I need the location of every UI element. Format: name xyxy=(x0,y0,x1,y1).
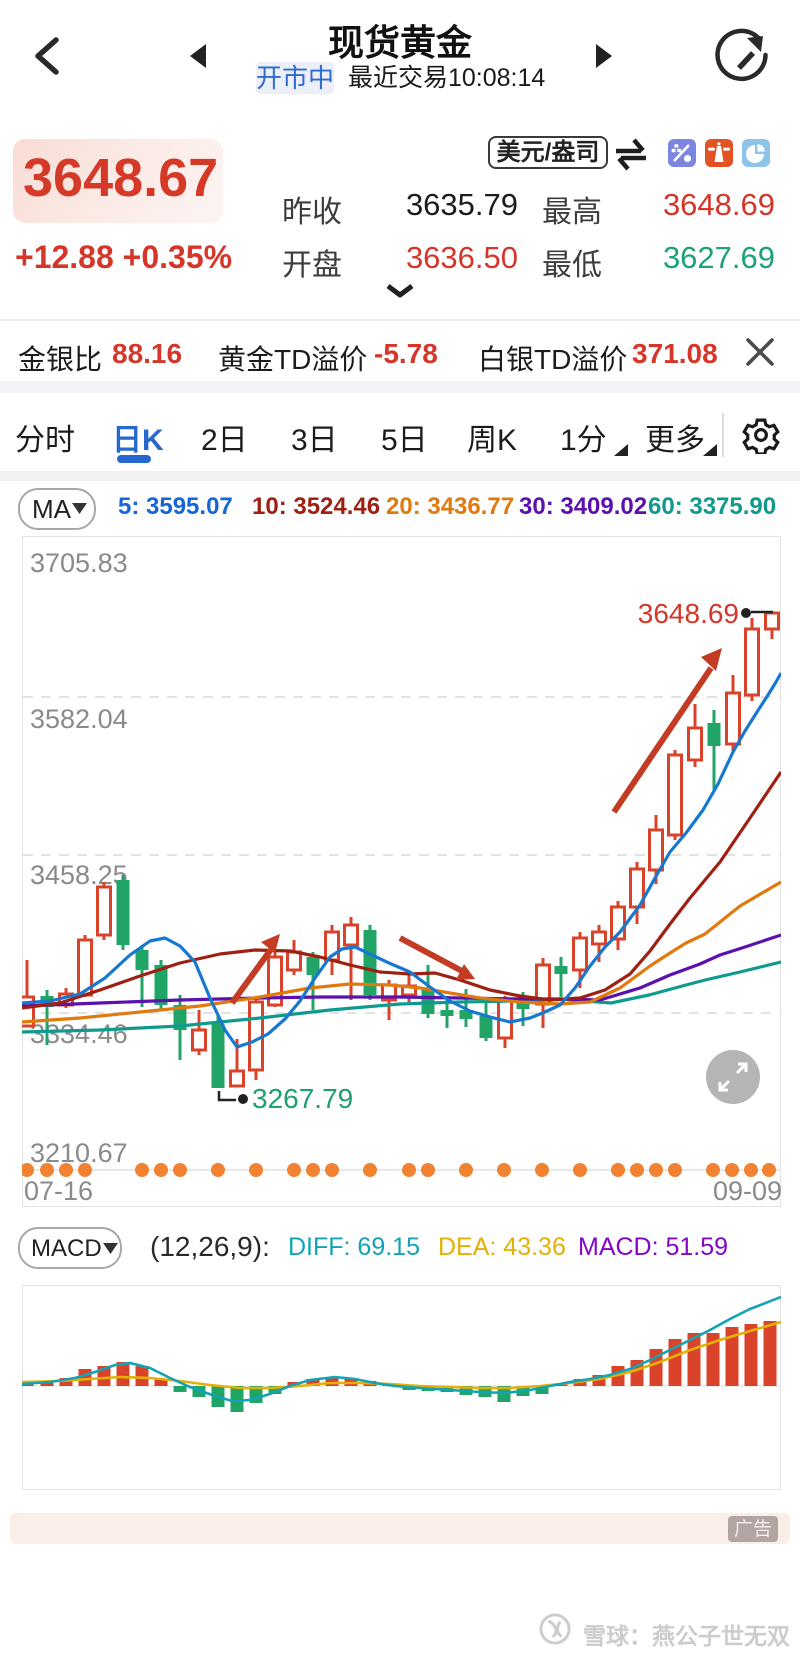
svg-text:3582.04: 3582.04 xyxy=(30,704,128,734)
svg-text:3210.67: 3210.67 xyxy=(30,1138,128,1168)
svg-text:3458.25: 3458.25 xyxy=(30,860,128,890)
svg-text:07-16: 07-16 xyxy=(24,1176,93,1206)
svg-text:3334.46: 3334.46 xyxy=(30,1019,128,1049)
svg-text:09-09: 09-09 xyxy=(713,1176,781,1206)
svg-text:3267.79: 3267.79 xyxy=(252,1083,353,1114)
svg-text:3648.69: 3648.69 xyxy=(638,598,739,629)
svg-text:3705.83: 3705.83 xyxy=(30,548,128,578)
